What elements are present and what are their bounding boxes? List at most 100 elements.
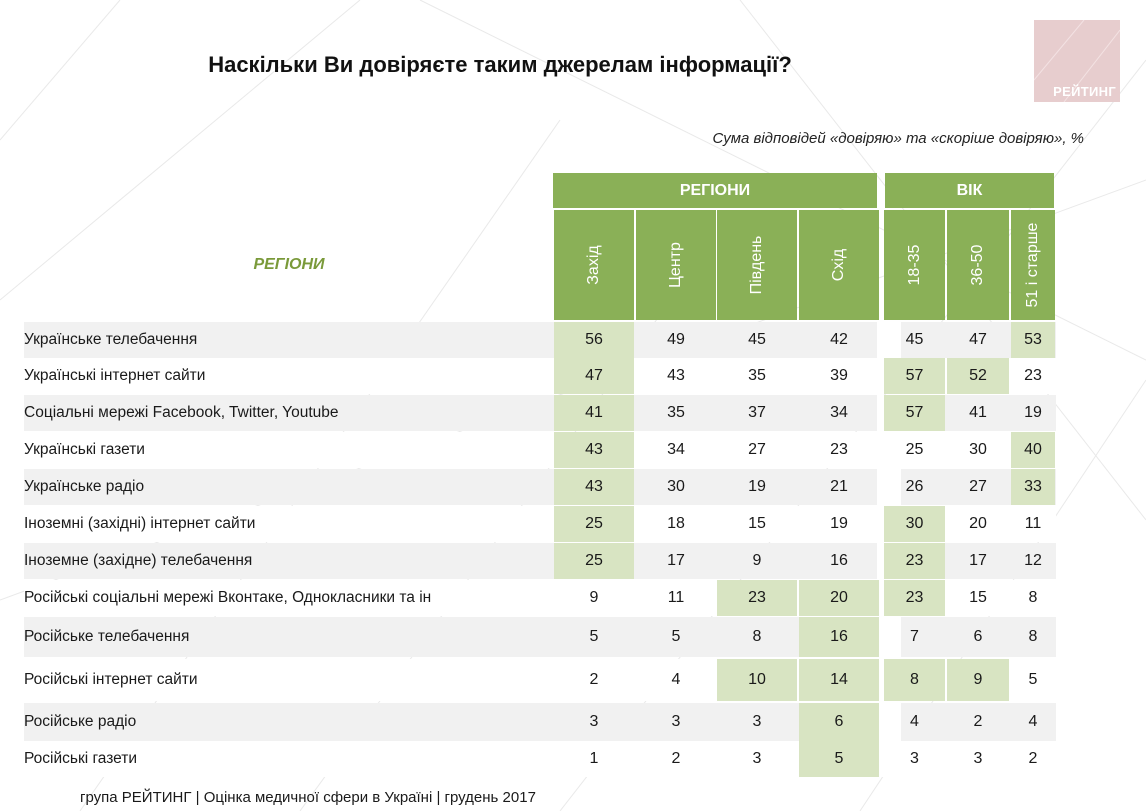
table-cell-pivden: 35	[748, 367, 766, 384]
table-cell-tsentr: 30	[667, 478, 685, 495]
row-label: Українські інтернет сайти	[24, 367, 206, 384]
table-cell-51-plus: 19	[1024, 404, 1042, 421]
table-cell-36-50: 27	[969, 478, 987, 495]
table-cell-36-50: 9	[947, 659, 1009, 701]
table-cell-zahid: 9	[589, 589, 599, 606]
table-cell-skhid: 21	[830, 478, 848, 495]
table-cell-18-35: 30	[884, 506, 945, 542]
table-cell-18-35: 23	[884, 543, 945, 579]
table-cell-36-50: 6	[973, 628, 983, 645]
table-cell-zahid: 2	[589, 671, 599, 688]
table-cell-zahid: 43	[554, 469, 634, 505]
corner-label: РЕГІОНИ	[253, 256, 325, 273]
table-cell-18-35: 57	[884, 358, 945, 394]
table-cell-36-50: 52	[947, 358, 1009, 394]
table-cell-18-35: 8	[884, 659, 945, 701]
table-cell-18-35: 4	[910, 713, 919, 730]
row-label: Російські газети	[24, 750, 138, 767]
column-header-label: Захід	[585, 245, 602, 285]
table-row: Російське радіо 3 3 3 6 4 2 4	[24, 703, 1056, 741]
table-cell-tsentr: 35	[667, 404, 685, 421]
column-header-label: 18-35	[905, 244, 923, 286]
table-cell-36-50: 20	[969, 515, 987, 532]
group-divider	[877, 469, 901, 505]
table-cell-tsentr: 43	[667, 367, 685, 384]
table-cell-36-50: 15	[969, 589, 987, 606]
column-header-51-plus: 51 і старше	[1011, 210, 1055, 320]
group-header-regions: РЕГІОНИ	[553, 173, 877, 208]
table-row: Соціальні мережі Facebook, Twitter, Yout…	[24, 395, 1056, 431]
table-cell-51-plus: 53	[1011, 322, 1055, 358]
table-cell-18-35: 57	[884, 395, 945, 431]
row-label: Іноземне (західне) телебачення	[24, 552, 253, 569]
table-cell-skhid: 19	[830, 515, 848, 532]
table-cell-skhid: 42	[830, 331, 848, 348]
table-cell-pivden: 15	[748, 515, 766, 532]
table-cell-tsentr: 5	[671, 628, 681, 645]
table-row: Російські газети 1 2 3 5 3 3 2	[24, 741, 1056, 777]
table-cell-skhid: 34	[830, 404, 848, 421]
table-cell-skhid: 23	[830, 441, 848, 458]
table-cell-36-50: 2	[973, 713, 983, 730]
group-divider	[877, 617, 901, 657]
table-cell-zahid: 43	[554, 432, 634, 468]
table-cell-pivden: 19	[748, 478, 766, 495]
row-label: Російські інтернет сайти	[24, 671, 198, 688]
table-cell-zahid: 5	[589, 628, 599, 645]
group-divider	[877, 432, 901, 468]
column-header-18-35: 18-35	[884, 210, 945, 320]
table-cell-51-plus: 33	[1011, 469, 1055, 505]
table-cell-36-50: 30	[969, 441, 987, 458]
table-cell-51-plus: 5	[1028, 671, 1038, 688]
table-cell-zahid: 25	[554, 543, 634, 579]
logo-pattern-icon	[1034, 20, 1120, 102]
table-cell-pivden: 37	[748, 404, 766, 421]
group-divider	[877, 703, 901, 741]
row-label: Російське телебачення	[24, 628, 190, 645]
table-cell-51-plus: 11	[1024, 515, 1042, 532]
row-label: Українські газети	[24, 441, 145, 458]
column-header-skhid: Схід	[799, 210, 879, 320]
table-row: Іноземне (західне) телебачення 25 17 9 16 23 1…	[24, 543, 1056, 579]
table-cell-36-50: 3	[973, 750, 983, 767]
table-row: Українське радіо 43 30 19 21 26 27 33	[24, 469, 1056, 505]
row-label: Українське радіо	[24, 478, 145, 495]
column-header-label: Схід	[830, 248, 847, 282]
row-label: Російське радіо	[24, 713, 137, 730]
table-cell-51-plus: 8	[1028, 589, 1038, 606]
table-cell-18-35: 26	[905, 478, 924, 495]
table-cell-pivden: 27	[748, 441, 766, 458]
table-cell-51-plus: 8	[1028, 628, 1038, 645]
table-cell-zahid: 25	[554, 506, 634, 542]
table-cell-tsentr: 11	[667, 589, 685, 606]
column-header-tsentr: Центр	[636, 210, 716, 320]
row-label: Соціальні мережі Facebook, Twitter, Yout…	[24, 404, 339, 421]
column-header-label: Південь	[748, 235, 765, 295]
table-cell-51-plus: 23	[1024, 367, 1042, 384]
table-cell-zahid: 41	[554, 395, 634, 431]
table-cell-zahid: 1	[589, 750, 599, 767]
table-cell-36-50: 47	[969, 331, 987, 348]
table-row: Російське телебачення 5 5 8 16 7 6 8	[24, 617, 1056, 657]
group-divider	[877, 322, 901, 358]
table-cell-18-35: 3	[910, 750, 919, 767]
table-cell-pivden: 45	[748, 331, 766, 348]
column-header-zahid: Захід	[554, 210, 634, 320]
column-header-pivden: Південь	[717, 210, 797, 320]
table-cell-pivden: 8	[752, 628, 762, 645]
column-header-label: 36-50	[969, 244, 986, 286]
table-cell-skhid: 14	[799, 659, 879, 701]
column-header-label: Центр	[667, 242, 684, 288]
table-cell-zahid: 3	[589, 713, 599, 730]
row-label: Іноземні (західні) інтернет сайти	[24, 515, 256, 532]
table-cell-36-50: 41	[969, 404, 987, 421]
table-cell-skhid: 20	[799, 580, 879, 616]
table-cell-18-35: 45	[905, 331, 924, 348]
table-cell-pivden: 3	[752, 750, 762, 767]
table-cell-pivden: 9	[752, 552, 762, 569]
table-subtitle: Сума відповідей «довіряю» та «скоріше до…	[712, 130, 1084, 147]
column-header-36-50: 36-50	[947, 210, 1009, 320]
table-cell-skhid: 5	[799, 741, 879, 777]
table-cell-51-plus: 40	[1011, 432, 1055, 468]
table-cell-36-50: 17	[969, 552, 987, 569]
